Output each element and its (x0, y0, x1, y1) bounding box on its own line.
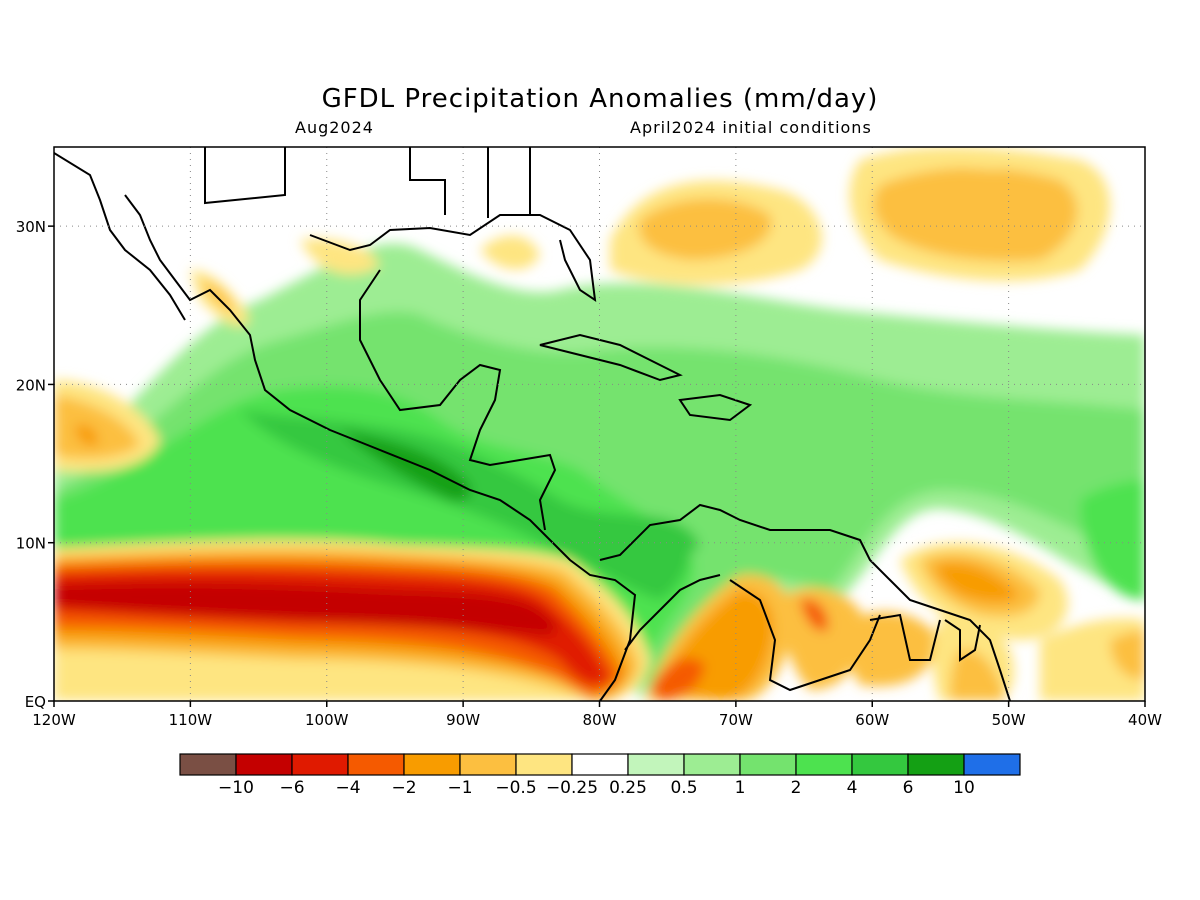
colorbar-swatch (291, 753, 349, 776)
colorbar-label: −2 (391, 778, 416, 798)
colorbar-swatch (515, 753, 573, 776)
colorbar-label: 6 (903, 778, 914, 798)
colorbar-label: −4 (335, 778, 360, 798)
colorbar-label: −1 (447, 778, 472, 798)
x-tick-label: 110W (169, 711, 213, 729)
x-tick-label: 70W (719, 711, 753, 729)
colorbar-swatch (627, 753, 685, 776)
y-tick-label: 30N (16, 218, 46, 236)
colorbar-swatch (795, 753, 853, 776)
x-tick-label: 90W (446, 711, 480, 729)
colorbar-label: 0.5 (670, 778, 697, 798)
gridlines (54, 147, 1145, 701)
initial-conditions-label: April2024 initial conditions (630, 118, 872, 137)
colorbar-swatch (459, 753, 517, 776)
coastlines (54, 147, 1011, 701)
colorbar-swatch (403, 753, 461, 776)
colorbar-label: 0.25 (609, 778, 647, 798)
colorbar-label: 10 (953, 778, 975, 798)
colorbar-swatch (851, 753, 909, 776)
colorbar: −10 −6 −4 −2 −1 −0.5 −0.25 0.25 0.5 1 2 4 6 10 (179, 753, 1021, 798)
y-tick-label: 10N (16, 535, 46, 553)
colorbar-swatch (907, 753, 965, 776)
colorbar-label: −6 (279, 778, 304, 798)
colorbar-label: 1 (735, 778, 746, 798)
colorbar-swatch (179, 753, 237, 776)
map-axes: 120W 110W 100W 90W 80W 70W 60W 50W 40W EQ 10N 20N 30… (16, 218, 1162, 729)
y-tick-label: 20N (16, 376, 46, 394)
colorbar-swatch (683, 753, 741, 776)
colorbar-label: −0.25 (546, 778, 598, 798)
x-tick-label: 80W (583, 711, 617, 729)
colorbar-label: −10 (218, 778, 254, 798)
colorbar-swatch (347, 753, 405, 776)
x-tick-label: 40W (1128, 711, 1162, 729)
x-tick-label: 100W (305, 711, 349, 729)
colorbar-swatch (739, 753, 797, 776)
x-tick-label: 60W (855, 711, 889, 729)
colorbar-swatch (235, 753, 293, 776)
colorbar-label: 4 (847, 778, 858, 798)
chart-title: GFDL Precipitation Anomalies (mm/day) (321, 84, 879, 114)
y-tick-label: EQ (25, 693, 46, 711)
colorbar-swatch (963, 753, 1021, 776)
colorbar-label: −0.5 (495, 778, 536, 798)
colorbar-label: 2 (791, 778, 802, 798)
x-tick-label: 120W (32, 711, 76, 729)
x-tick-label: 50W (992, 711, 1026, 729)
valid-month-label: Aug2024 (295, 118, 374, 137)
colorbar-swatch (571, 753, 629, 776)
